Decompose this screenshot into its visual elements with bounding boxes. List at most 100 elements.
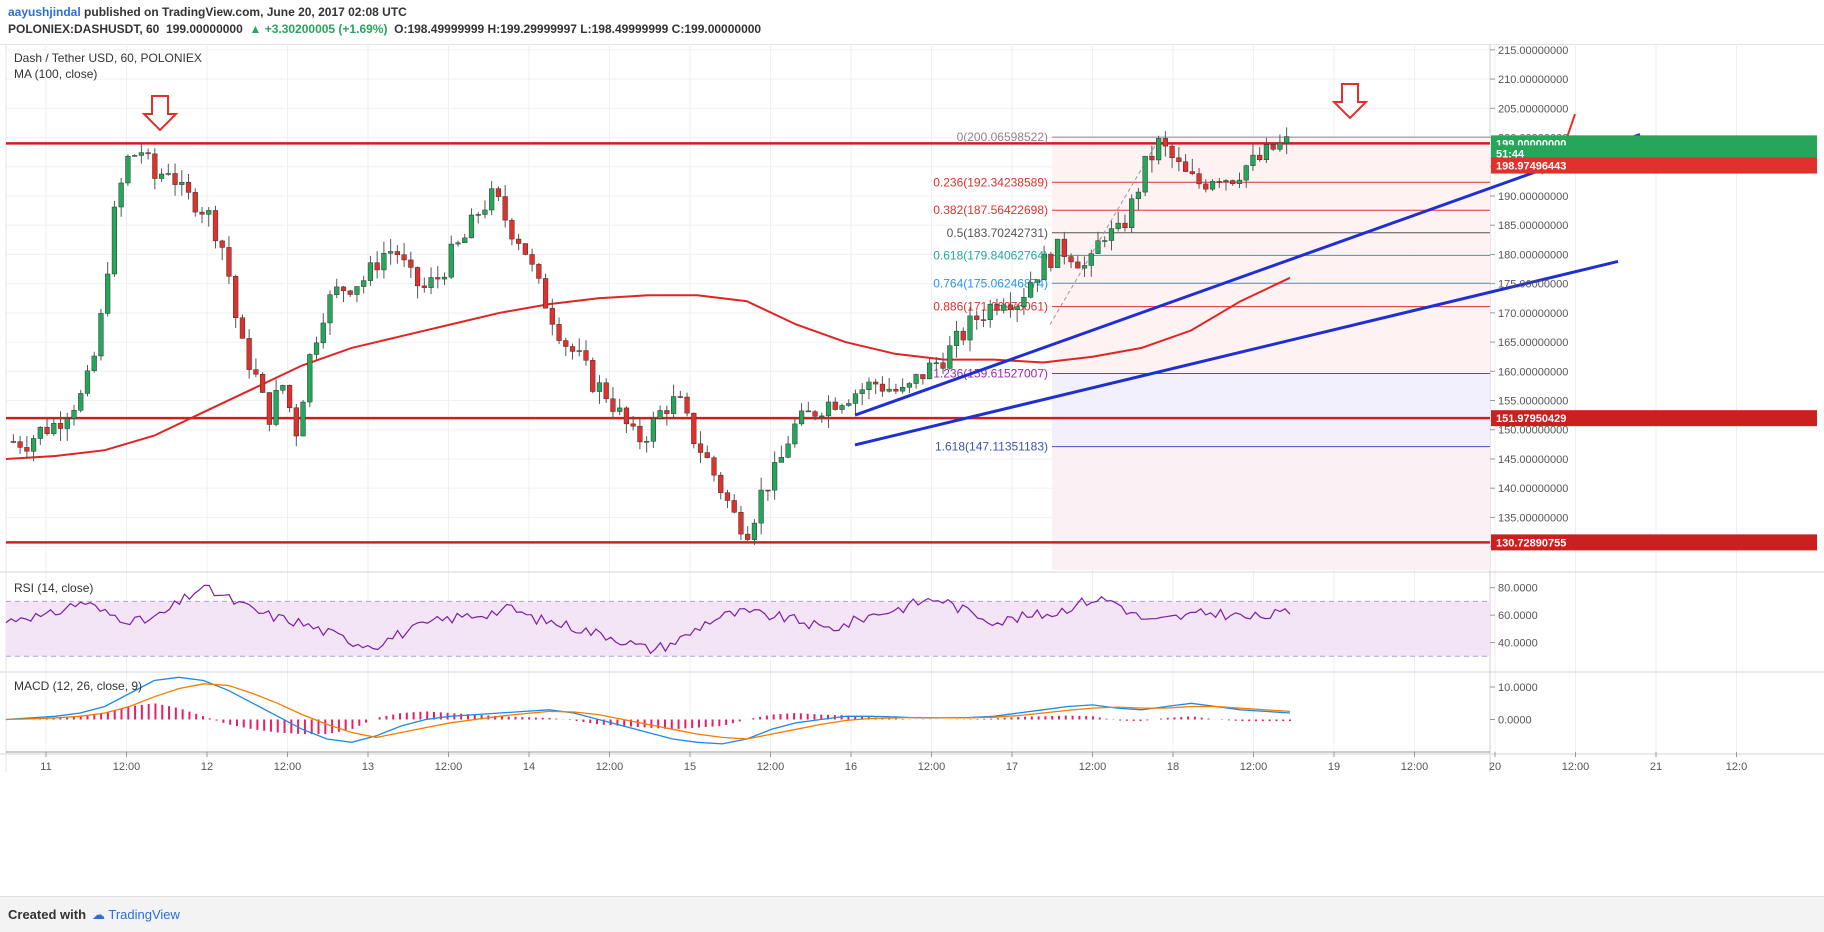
- candle-body: [832, 401, 838, 410]
- tradingview-logo[interactable]: ☁ TradingView: [92, 907, 180, 923]
- rsi-line: [5, 584, 1291, 655]
- created-with-label: Created with: [8, 907, 87, 922]
- candle-body: [273, 390, 279, 425]
- candle-body: [1270, 144, 1276, 150]
- y-tick-label: 185.00000000: [1498, 220, 1568, 232]
- candle-body: [219, 240, 225, 248]
- candle-body: [731, 500, 737, 513]
- candle-body: [536, 264, 542, 279]
- x-tick-label: 12:00: [1240, 761, 1268, 773]
- candle-body: [974, 315, 980, 320]
- candle-body: [192, 192, 198, 213]
- candle-body: [320, 322, 326, 344]
- candle-body: [340, 286, 347, 292]
- rsi-band-fill: [6, 601, 1490, 657]
- candle-body: [212, 210, 219, 242]
- signal-line: [5, 683, 1291, 740]
- candle-body: [1068, 256, 1074, 263]
- cloud-icon: ☁: [92, 907, 105, 922]
- x-tick-label: 12:00: [757, 761, 785, 773]
- candle-body: [138, 152, 144, 156]
- candle-body: [1122, 222, 1128, 229]
- candle-body: [246, 338, 252, 370]
- candle-body: [563, 340, 569, 347]
- trendline-lower[interactable]: [854, 259, 1619, 447]
- header-bar: aayushjindal published on TradingView.co…: [0, 0, 1824, 45]
- candle-body: [30, 438, 37, 452]
- candle-body: [10, 441, 16, 443]
- candle-body: [704, 452, 710, 458]
- candle-body: [91, 355, 97, 372]
- candle-body: [529, 254, 535, 265]
- candle-body: [293, 407, 299, 437]
- candle-body: [926, 362, 933, 380]
- candle-body: [603, 382, 609, 400]
- candle-body: [812, 411, 818, 417]
- candle-body: [960, 330, 966, 341]
- candle-body: [697, 443, 704, 453]
- y-tick-label: 165.00000000: [1498, 337, 1568, 349]
- candle-body: [980, 319, 987, 321]
- candle-body: [1230, 180, 1236, 185]
- price-tag-label: 51:44: [1496, 148, 1525, 160]
- candle-body: [64, 418, 70, 429]
- price-tags: 199.0000000051:44198.97496443151.9795042…: [1491, 135, 1817, 551]
- candle-body: [583, 350, 589, 361]
- y-tick-label: 175.00000000: [1498, 279, 1568, 291]
- down-arrow-icon: [141, 95, 179, 132]
- candle-body: [455, 242, 461, 245]
- candle-body: [172, 173, 178, 185]
- rsi-y-tick-label: 40.0000: [1498, 638, 1538, 650]
- candle-body: [839, 405, 845, 410]
- candle-body: [1176, 157, 1182, 162]
- candle-body: [576, 350, 582, 352]
- candle-body: [260, 373, 266, 393]
- y-tick-label: 170.00000000: [1498, 308, 1568, 320]
- candle-body: [516, 238, 522, 244]
- fib-anchor-line: [1049, 137, 1161, 325]
- candle-body: [111, 206, 118, 275]
- y-tick-label: 155.00000000: [1498, 396, 1568, 408]
- panel-titles: Dash / Tether USD, 60, POLONIEX MA (100, …: [14, 51, 202, 693]
- macd-title: MACD (12, 26, close, 9): [14, 679, 142, 693]
- level-tag-bg: [1491, 410, 1817, 427]
- candle-body: [125, 155, 131, 184]
- candle-body: [428, 277, 434, 288]
- candle-body: [670, 396, 677, 414]
- x-tick-label: 12:00: [1079, 761, 1107, 773]
- last-price: 199.00000000: [166, 22, 243, 36]
- fib-zone: [1052, 137, 1490, 570]
- level-tag-label: 151.97950429: [1496, 413, 1566, 425]
- author-link[interactable]: aayushjindal: [8, 5, 81, 19]
- candle-body: [17, 441, 23, 448]
- candle-body: [953, 330, 960, 346]
- candle-body: [199, 211, 205, 215]
- publish-info: published on TradingView.com, June 20, 2…: [84, 5, 407, 19]
- x-tick-label: 12:00: [274, 761, 302, 773]
- candle-body: [785, 443, 791, 458]
- candle-body: [239, 317, 246, 339]
- trendline-main[interactable]: [854, 133, 1641, 417]
- x-tick-label: 12:00: [1401, 761, 1429, 773]
- candle-body: [623, 407, 630, 425]
- candle-body: [24, 447, 30, 452]
- candle-body: [495, 188, 502, 197]
- candle-body: [435, 277, 441, 280]
- candle-body: [596, 382, 603, 392]
- x-tick-label: 12:00: [1562, 761, 1590, 773]
- candle-body: [1257, 154, 1263, 160]
- candle-body: [78, 393, 84, 411]
- candle-body: [71, 410, 77, 419]
- fib-label: 0.236(192.34238589): [933, 175, 1048, 189]
- chart-area[interactable]: 0(200.06598522) 0.236(192.34238589) 0.382(…: [0, 44, 1824, 878]
- x-tick-label: 15: [684, 761, 696, 773]
- candle-body: [1007, 304, 1014, 310]
- tradingview-brand: TradingView: [108, 907, 180, 922]
- support-resistance-lines: [6, 142, 1490, 544]
- chart-title: Dash / Tether USD, 60, POLONIEX: [14, 51, 202, 65]
- candle-body: [637, 425, 643, 443]
- candle-body: [617, 407, 623, 412]
- level-tag-bg: [1491, 534, 1817, 551]
- candle-body: [933, 362, 939, 364]
- annotation-arrows: [141, 83, 1369, 132]
